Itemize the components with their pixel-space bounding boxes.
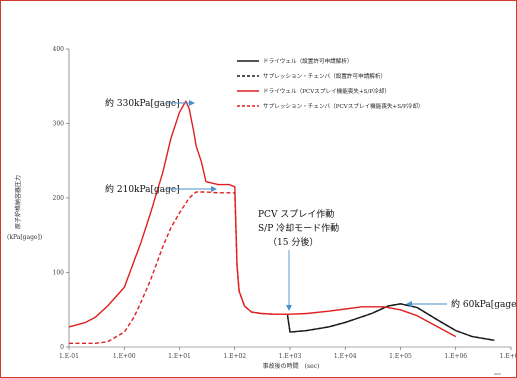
x-tick-label: 1.E+02 (223, 353, 246, 360)
series-layer (68, 100, 495, 344)
y-axis-label-line-1: 原子炉格納容器圧力 (14, 175, 22, 229)
y-tick-label: 100 (53, 270, 65, 277)
y-tick-label: 300 (53, 121, 65, 128)
x-tick-label: 1.E+01 (168, 353, 191, 360)
legend-label-3: ドライウェル（PCVスプレイ機能喪失+S/P冷却） (263, 87, 390, 95)
x-tick-labels: 1.E-01 1.E+00 1.E+01 1.E+02 1.E+03 1.E+04 1.E+… (59, 347, 516, 360)
arrow-head-event (286, 305, 292, 311)
y-axis-label-line-2: (kPa[gage]) (7, 234, 42, 241)
legend-label-2: サプレッション・チェンバ（設置許可申請解析） (263, 72, 386, 80)
x-tick-label: 1.E+06 (444, 353, 467, 360)
x-axis-label: 事故後の時間 (sec) (263, 362, 320, 370)
annotations: 約 330kPa[gage] 約 210kPa[gage] PCV スプレイ作動… (105, 97, 516, 311)
x-tick-label: 1.E+04 (334, 353, 357, 360)
arrow-head-late-peak (406, 301, 412, 307)
annotation-late-peak: 約 60kPa[gage] (451, 298, 516, 310)
annotation-peak-dw: 約 330kPa[gage] (105, 97, 180, 109)
series-line-4 (69, 191, 290, 344)
series-line-3 (68, 100, 457, 338)
series-line-1 (286, 303, 495, 341)
corner-note: sec (494, 371, 501, 376)
arrow-head-peak-sc (211, 186, 217, 192)
y-axis-label: 原子炉格納容器圧力 (kPa[gage]) (7, 175, 42, 241)
legend: ドライウェル（設置許可申請解析） サプレッション・チェンバ（設置許可申請解析） ドラ… (237, 57, 424, 110)
x-tick-label: 1.E+07 (500, 353, 516, 360)
y-tick-label: 0 (60, 344, 64, 351)
x-tick-label: 1.E-01 (59, 353, 79, 360)
y-tick-label: 400 (53, 46, 65, 53)
annotation-event-line-1: PCV スプレイ作動 (258, 208, 334, 220)
x-tick-label: 1.E+00 (113, 353, 136, 360)
annotation-event-line-2: S/P 冷却モード作動 (258, 222, 339, 234)
annotation-event-line-3: （15 分後） (268, 236, 318, 248)
x-tick-label: 1.E+03 (279, 353, 302, 360)
arrow-head-peak-dw (189, 100, 195, 106)
legend-label-1: ドライウェル（設置許可申請解析） (263, 57, 353, 65)
legend-label-4: サプレッション・チェンバ（PCVスプレイ機能喪失+S/P冷却） (263, 102, 424, 110)
x-tick-label: 1.E+05 (389, 353, 412, 360)
annotation-peak-sc: 約 210kPa[gage] (105, 183, 180, 195)
y-tick-label: 200 (53, 195, 65, 202)
y-tick-labels: 0 100 200 300 400 (53, 46, 69, 351)
